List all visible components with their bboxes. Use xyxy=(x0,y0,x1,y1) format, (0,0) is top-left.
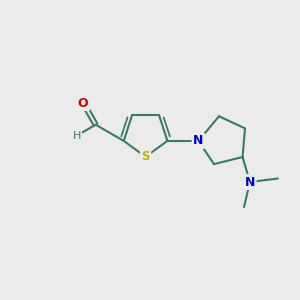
Text: O: O xyxy=(78,97,88,110)
Text: N: N xyxy=(193,134,203,147)
Text: H: H xyxy=(72,131,81,141)
Text: N: N xyxy=(245,176,255,188)
Text: S: S xyxy=(141,150,150,163)
